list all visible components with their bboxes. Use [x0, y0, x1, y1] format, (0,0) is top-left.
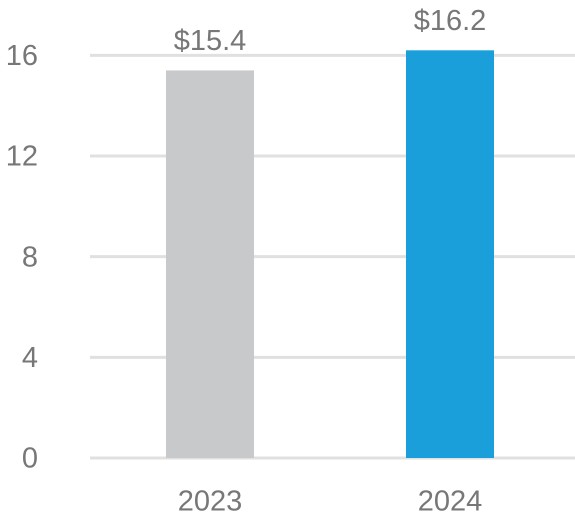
y-tick-label: 8 [22, 241, 38, 273]
y-tick-label: 4 [22, 342, 38, 374]
x-tick-label: 2024 [418, 486, 483, 518]
value-label: $16.2 [414, 5, 487, 37]
bar [406, 50, 494, 459]
y-tick-label: 0 [22, 443, 38, 475]
x-tick-label: 2023 [178, 486, 243, 518]
bar [166, 70, 254, 458]
y-tick-label: 16 [6, 40, 38, 72]
value-label: $15.4 [174, 25, 247, 57]
y-tick-label: 12 [6, 141, 38, 173]
